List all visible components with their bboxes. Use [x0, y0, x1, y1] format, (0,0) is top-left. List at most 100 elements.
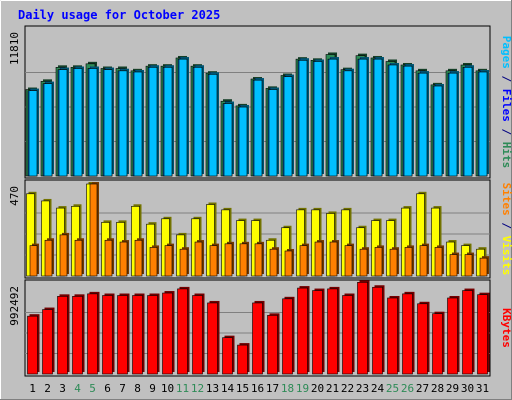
bar-pages-day-11 — [178, 57, 189, 177]
bar-kbytes-day-28 — [432, 311, 445, 375]
bar-pages-day-16-face — [253, 79, 263, 177]
bar-pages-day-13-face — [208, 74, 218, 177]
bar-sites-day-3-face — [59, 234, 68, 277]
bar-kbytes-day-24-face — [372, 286, 383, 375]
bar-sites-day-30 — [464, 252, 474, 277]
bar-kbytes-day-10 — [162, 291, 175, 375]
bar-pages-day-11-face — [178, 58, 188, 177]
bar-kbytes-day-23 — [357, 280, 370, 375]
bar-sites-day-3 — [59, 232, 69, 277]
bar-kbytes-day-1 — [27, 314, 40, 375]
bar-pages-day-17-face — [268, 89, 278, 177]
y-max-label: 11810 — [8, 32, 21, 65]
bar-sites-day-17-face — [269, 248, 278, 277]
bar-kbytes-day-26-face — [402, 293, 413, 375]
bar-sites-day-10-face — [164, 245, 173, 277]
bar-pages-day-2 — [43, 81, 54, 177]
bar-pages-day-8 — [133, 70, 144, 177]
bar-pages-day-29 — [448, 71, 459, 177]
bar-sites-day-5-face — [89, 183, 98, 277]
bar-kbytes-day-29 — [447, 295, 460, 375]
bar-pages-day-21-face — [328, 58, 338, 177]
bar-pages-day-3 — [58, 67, 69, 177]
bar-sites-day-26 — [404, 245, 414, 277]
bar-kbytes-day-15-face — [237, 344, 248, 375]
x-tick-label: 7 — [119, 382, 126, 395]
x-tick-label: 28 — [431, 382, 444, 395]
bar-kbytes-day-22-face — [342, 295, 353, 375]
bar-pages-day-10-face — [163, 67, 173, 177]
bar-sites-day-8-face — [134, 239, 143, 277]
bar-pages-day-28-face — [433, 85, 443, 177]
bar-pages-day-16 — [253, 78, 264, 177]
panel-hits-files-pages: 11810 Pages / Files / Hits — [8, 25, 512, 179]
bar-kbytes-day-20-face — [312, 290, 323, 375]
x-tick-label: 20 — [311, 382, 324, 395]
bar-pages-day-18 — [283, 74, 294, 177]
bar-sites-day-19-face — [299, 245, 308, 277]
bar-pages-day-23-face — [358, 58, 368, 177]
x-tick-label: 26 — [401, 382, 414, 395]
bar-sites-day-29 — [449, 252, 459, 277]
bar-pages-day-30-face — [463, 67, 473, 177]
bar-pages-day-31 — [478, 70, 489, 177]
bar-kbytes-day-4 — [72, 294, 85, 375]
bar-pages-day-22 — [343, 68, 354, 177]
x-tick-label: 27 — [416, 382, 429, 395]
x-tick-label: 9 — [149, 382, 156, 395]
legend-entry: Sites — [500, 183, 512, 216]
bar-kbytes-day-12-face — [192, 295, 203, 375]
bar-sites-day-23-face — [359, 248, 368, 277]
bar-kbytes-day-9 — [147, 293, 160, 375]
bar-kbytes-day-15 — [237, 343, 250, 375]
bar-sites-day-12 — [194, 240, 204, 277]
bar-kbytes-day-2 — [42, 307, 55, 375]
bar-sites-day-24 — [374, 245, 384, 277]
x-tick-label: 11 — [176, 382, 189, 395]
bar-kbytes-day-19 — [297, 286, 310, 375]
bar-pages-day-25-face — [388, 64, 398, 177]
bar-sites-day-2 — [44, 238, 54, 277]
bar-pages-day-2-face — [43, 83, 53, 177]
x-tick-label: 25 — [386, 382, 399, 395]
bar-sites-day-21-face — [329, 241, 338, 277]
bar-kbytes-day-9-face — [147, 295, 158, 375]
bar-pages-day-1 — [28, 88, 39, 177]
bar-sites-day-28-face — [434, 247, 443, 277]
bar-pages-day-26 — [403, 64, 414, 177]
bar-pages-day-24 — [373, 57, 384, 177]
x-tick-label: 10 — [161, 382, 174, 395]
bar-kbytes-day-30-face — [462, 290, 473, 375]
bar-sites-day-7-face — [119, 241, 128, 277]
bar-pages-day-9 — [148, 65, 159, 177]
bar-sites-day-23 — [359, 247, 369, 277]
bar-sites-day-31 — [479, 256, 489, 277]
bar-kbytes-day-25-face — [387, 297, 398, 375]
bar-sites-day-31-face — [479, 257, 488, 277]
bar-pages-day-20 — [313, 59, 324, 177]
bar-sites-day-18 — [284, 248, 294, 277]
x-tick-label: 23 — [356, 382, 369, 395]
bar-sites-day-4 — [74, 238, 84, 277]
bar-kbytes-day-6 — [102, 293, 115, 375]
bar-sites-day-25-face — [389, 248, 398, 277]
bar-sites-day-10 — [164, 243, 174, 277]
bar-pages-day-29-face — [448, 72, 458, 177]
bar-pages-day-28 — [433, 84, 444, 177]
bar-kbytes-day-8-face — [132, 295, 143, 375]
bar-kbytes-day-22 — [342, 293, 355, 375]
x-tick-label: 17 — [266, 382, 279, 395]
bar-sites-day-18-face — [284, 250, 293, 277]
bar-sites-day-2-face — [44, 239, 53, 277]
x-tick-label: 1 — [29, 382, 36, 395]
bar-sites-day-17 — [269, 247, 279, 277]
x-tick-label: 6 — [104, 382, 111, 395]
bar-kbytes-day-20 — [312, 288, 325, 375]
y-max-label: 470 — [8, 186, 21, 206]
bar-kbytes-day-27 — [417, 301, 430, 375]
x-tick-label: 14 — [221, 382, 235, 395]
bar-sites-day-16-face — [254, 243, 263, 277]
bar-pages-day-9-face — [148, 67, 158, 177]
bar-kbytes-day-14 — [222, 335, 235, 375]
